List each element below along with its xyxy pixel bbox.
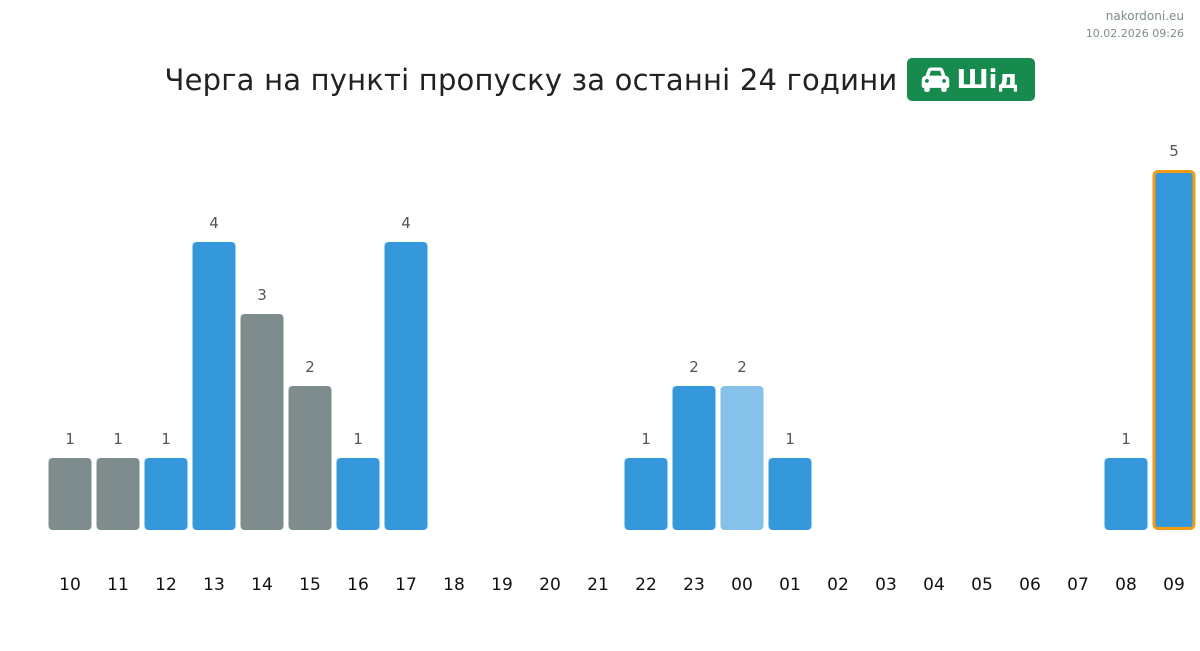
- site-name: nakordoni.eu: [1105, 9, 1184, 23]
- x-tick-label-01: 01: [779, 575, 801, 595]
- bar-01: [768, 458, 812, 530]
- x-tick-label-23: 23: [683, 575, 705, 595]
- value-label-22: 1: [641, 430, 651, 448]
- value-label-17: 4: [401, 214, 411, 232]
- bar-14: [240, 314, 284, 530]
- bar-12: [144, 458, 188, 530]
- badge-label: Шід: [956, 64, 1019, 95]
- x-tick-label-06: 06: [1019, 575, 1041, 595]
- x-tick-label-18: 18: [443, 575, 465, 595]
- value-label-09: 5: [1169, 142, 1179, 160]
- site-info: nakordoni.eu 10.02.2026 09:26: [1086, 9, 1184, 42]
- x-tick-label-02: 02: [827, 575, 849, 595]
- x-tick-label-11: 11: [107, 575, 129, 595]
- x-tick-label-10: 10: [59, 575, 81, 595]
- x-tick-label-14: 14: [251, 575, 273, 595]
- value-label-13: 4: [209, 214, 219, 232]
- value-label-01: 1: [785, 430, 795, 448]
- x-tick-label-15: 15: [299, 575, 321, 595]
- value-label-11: 1: [113, 430, 123, 448]
- car-icon: [922, 67, 950, 92]
- chart-title: Черга на пункті пропуску за останні 24 г…: [164, 62, 898, 97]
- value-label-15: 2: [305, 358, 315, 376]
- x-tick-label-19: 19: [491, 575, 513, 595]
- x-tick-label-03: 03: [875, 575, 897, 595]
- value-label-14: 3: [257, 286, 267, 304]
- value-label-10: 1: [65, 430, 75, 448]
- direction-badge: Шід: [907, 58, 1036, 101]
- bar-11: [96, 458, 140, 530]
- bar-16: [336, 458, 380, 530]
- x-tick-label-09: 09: [1163, 575, 1185, 595]
- bar-10: [48, 458, 92, 530]
- x-tick-label-16: 16: [347, 575, 369, 595]
- x-tick-label-17: 17: [395, 575, 417, 595]
- value-label-00: 2: [737, 358, 747, 376]
- bar-09: [1152, 170, 1196, 530]
- x-tick-label-08: 08: [1115, 575, 1137, 595]
- bar-17: [384, 242, 428, 530]
- value-label-12: 1: [161, 430, 171, 448]
- value-label-23: 2: [689, 358, 699, 376]
- bar-08: [1104, 458, 1148, 530]
- x-tick-label-21: 21: [587, 575, 609, 595]
- bar-22: [624, 458, 668, 530]
- x-tick-label-00: 00: [731, 575, 753, 595]
- bar-23: [672, 386, 716, 530]
- value-label-08: 1: [1121, 430, 1131, 448]
- x-tick-label-07: 07: [1067, 575, 1089, 595]
- x-tick-label-12: 12: [155, 575, 177, 595]
- title-row: Черга на пункті пропуску за останні 24 г…: [0, 58, 1200, 101]
- bar-13: [192, 242, 236, 530]
- x-tick-label-04: 04: [923, 575, 945, 595]
- bar-00: [720, 386, 764, 530]
- value-label-16: 1: [353, 430, 363, 448]
- x-tick-label-22: 22: [635, 575, 657, 595]
- x-tick-label-05: 05: [971, 575, 993, 595]
- timestamp: 10.02.2026 09:26: [1085, 27, 1184, 40]
- x-tick-label-13: 13: [203, 575, 225, 595]
- x-tick-label-20: 20: [539, 575, 561, 595]
- bar-15: [288, 386, 332, 530]
